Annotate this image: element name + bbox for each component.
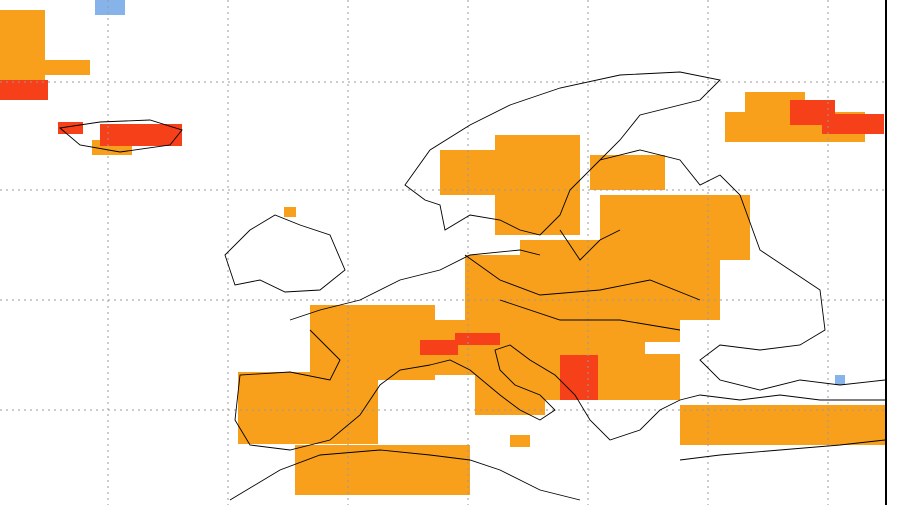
coastline xyxy=(404,71,721,236)
coastline xyxy=(224,214,346,293)
warm-area xyxy=(295,445,470,495)
warm-area xyxy=(495,135,580,235)
anomaly-fill xyxy=(0,0,885,495)
warm-area xyxy=(590,155,665,190)
hot-area xyxy=(560,355,598,400)
hot-area xyxy=(455,333,500,345)
warm-area xyxy=(680,405,885,445)
warm-area xyxy=(530,320,680,400)
coastline xyxy=(229,439,886,501)
hot-area xyxy=(100,124,182,146)
hot-area xyxy=(58,122,83,134)
warm-area xyxy=(510,435,530,447)
cold-area xyxy=(95,0,125,15)
warm-area xyxy=(520,240,600,260)
warm-area xyxy=(284,207,296,217)
coastline xyxy=(58,119,183,153)
coastline xyxy=(464,229,701,331)
warm-area xyxy=(465,255,720,320)
hot-area xyxy=(420,340,458,355)
gap xyxy=(645,342,685,354)
coastline xyxy=(599,149,886,391)
warm-area xyxy=(238,372,378,444)
warm-area xyxy=(0,10,45,85)
warm-area xyxy=(600,195,750,260)
coastlines xyxy=(58,71,886,501)
warm-area xyxy=(440,150,500,195)
coastline xyxy=(429,344,885,441)
hot-area xyxy=(0,80,48,100)
cold-area xyxy=(835,375,845,385)
warm-area xyxy=(45,60,90,75)
coastline xyxy=(234,249,541,451)
hot-area xyxy=(822,114,884,134)
warm-area xyxy=(310,305,435,380)
